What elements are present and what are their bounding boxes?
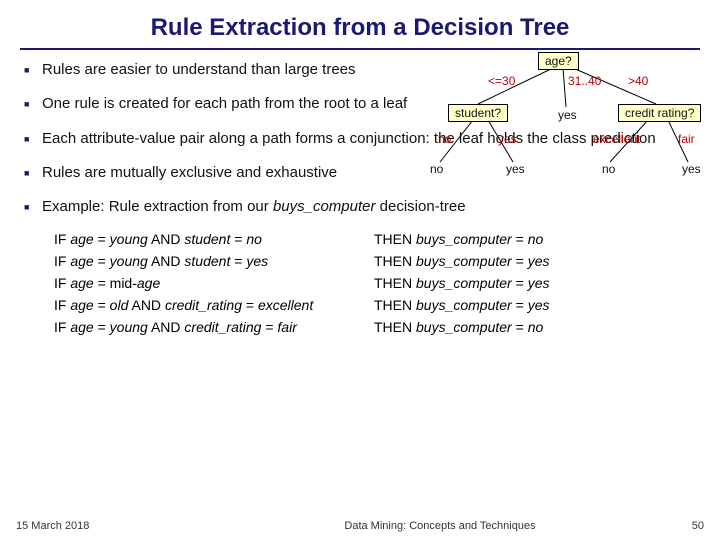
tree-leaf: yes xyxy=(558,108,577,122)
decision-tree: age? <=30 31..40 >40 student? yes credit… xyxy=(418,52,708,232)
tree-edge-label: yes xyxy=(498,132,517,146)
rule-if: IF age = old AND credit_rating = excelle… xyxy=(54,297,374,313)
tree-edge-label: >40 xyxy=(628,74,648,88)
tree-node: credit rating? xyxy=(618,104,701,122)
rule-row: IF age = mid-ageTHEN buys_computer = yes xyxy=(54,275,696,291)
tree-leaf: yes xyxy=(506,162,525,176)
footer-center: Data Mining: Concepts and Techniques xyxy=(216,520,664,532)
tree-edge-label: 31..40 xyxy=(568,74,601,88)
rule-then: THEN buys_computer = yes xyxy=(374,253,696,269)
footer-date: 15 March 2018 xyxy=(16,520,216,532)
rules-block: IF age = young AND student = noTHEN buys… xyxy=(54,231,696,335)
rule-then: THEN buys_computer = no xyxy=(374,231,696,247)
tree-root-node: age? xyxy=(538,52,579,70)
tree-leaf: yes xyxy=(682,162,701,176)
title-rule xyxy=(20,48,700,50)
rule-if: IF age = young AND student = yes xyxy=(54,253,374,269)
rule-row: IF age = young AND credit_rating = fairT… xyxy=(54,319,696,335)
rule-then: THEN buys_computer = no xyxy=(374,319,696,335)
rule-row: IF age = young AND student = noTHEN buys… xyxy=(54,231,696,247)
slide-title: Rule Extraction from a Decision Tree xyxy=(0,0,720,46)
tree-edge-label: fair xyxy=(678,132,695,146)
footer-page: 50 xyxy=(664,520,704,532)
tree-edge-label: no xyxy=(438,132,451,146)
rule-then: THEN buys_computer = yes xyxy=(374,297,696,313)
rule-row: IF age = young AND student = yesTHEN buy… xyxy=(54,253,696,269)
rule-then: THEN buys_computer = yes xyxy=(374,275,696,291)
tree-node: student? xyxy=(448,104,508,122)
bullet-text: Example: Rule extraction from our xyxy=(42,198,273,215)
tree-edges xyxy=(418,52,708,232)
rule-if: IF age = young AND student = no xyxy=(54,231,374,247)
rule-row: IF age = old AND credit_rating = excelle… xyxy=(54,297,696,313)
rule-if: IF age = young AND credit_rating = fair xyxy=(54,319,374,335)
slide-footer: 15 March 2018 Data Mining: Concepts and … xyxy=(0,520,720,532)
tree-leaf: no xyxy=(430,162,443,176)
bullet-text-italic: buys_computer xyxy=(273,198,376,215)
tree-edge-label: excellent xyxy=(593,132,640,146)
tree-leaf: no xyxy=(602,162,615,176)
rule-if: IF age = mid-age xyxy=(54,275,374,291)
tree-edge-label: <=30 xyxy=(488,74,515,88)
